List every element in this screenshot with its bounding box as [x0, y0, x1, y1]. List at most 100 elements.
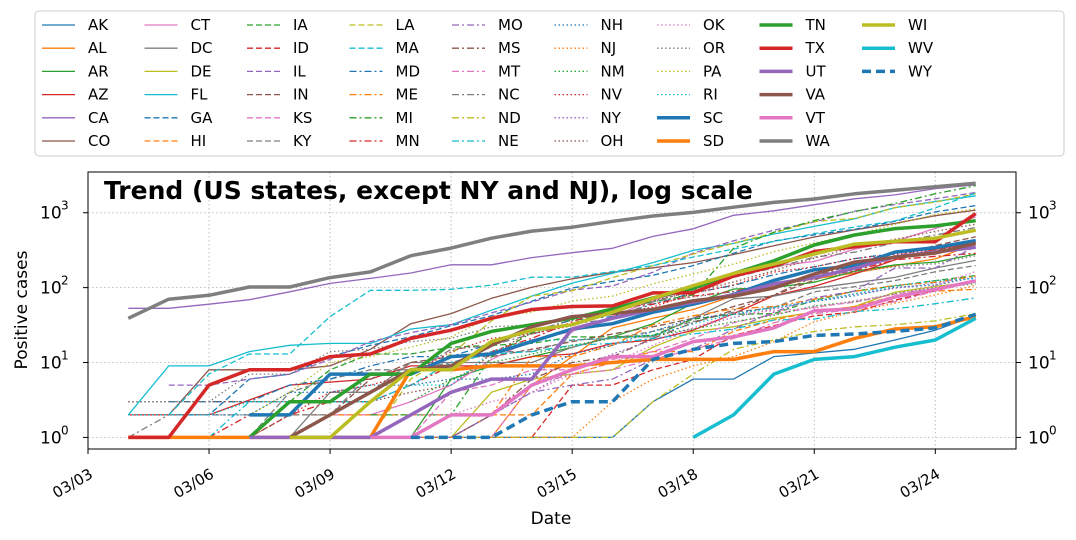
legend-label-ia: IA	[293, 16, 308, 34]
series-line-pa	[249, 208, 976, 416]
legend-label-ny: NY	[601, 109, 622, 127]
legend-label-mt: MT	[498, 62, 521, 80]
series-line-wy	[410, 312, 977, 440]
legend-label-wa: WA	[806, 132, 831, 150]
legend-label-wv: WV	[908, 39, 934, 57]
series-line-ak	[451, 315, 976, 439]
axes: 03/03 03/06 03/09 03/12 03/15 03/18 03/21 03/24…	[40, 199, 1057, 502]
legend-label-tx: TX	[805, 39, 825, 57]
legend-label-co: CO	[88, 132, 110, 150]
x-tick-label: 03/24	[897, 465, 943, 502]
legend-label-md: MD	[396, 62, 421, 80]
y-tick-label-left-exponent: 1	[61, 349, 69, 363]
legend-label-ct: CT	[191, 16, 211, 34]
series-line-nc	[127, 226, 976, 438]
y-axis-label: Positive cases	[12, 250, 32, 369]
legend-label-nm: NM	[601, 62, 625, 80]
x-tick-label: 03/18	[655, 465, 701, 502]
legend-label-ma: MA	[396, 39, 420, 57]
legend-label-la: LA	[396, 16, 416, 34]
legend-label-ks: KS	[293, 109, 312, 127]
legend-label-hi: HI	[191, 132, 207, 150]
y-tick-label-left-exponent: 0	[61, 423, 69, 437]
legend-label-al: AL	[88, 39, 107, 57]
chart-title: Trend (US states, except NY and NJ), log…	[104, 176, 753, 205]
y-tick-label-left: 10	[40, 279, 62, 299]
legend-label-mn: MN	[396, 132, 420, 150]
legend-label-dc: DC	[191, 39, 213, 57]
legend-label-wy: WY	[908, 62, 933, 80]
series-line-ky	[209, 264, 976, 439]
legend-frame	[34, 10, 1065, 157]
legend-label-id: ID	[293, 39, 309, 57]
series-lines	[127, 181, 977, 440]
series-line-tn	[248, 218, 976, 439]
series-line-wa	[127, 181, 976, 320]
y-tick-label-left-exponent: 2	[61, 274, 69, 288]
legend-label-sd: SD	[703, 132, 724, 150]
legend-label-ok: OK	[703, 16, 726, 34]
legend-label-pa: PA	[703, 62, 722, 80]
y-tick-label-left-exponent: 3	[61, 199, 69, 213]
y-tick-label-right: 10	[1028, 279, 1050, 299]
y-tick-label-right: 10	[1028, 354, 1050, 374]
x-tick-label: 03/15	[534, 465, 580, 502]
series-line-ga	[168, 204, 976, 416]
legend-label-az: AZ	[88, 86, 109, 104]
legend-label-mo: MO	[498, 16, 523, 34]
y-tick-label-right-exponent: 0	[1049, 423, 1057, 437]
y-tick-label-right-exponent: 2	[1049, 274, 1057, 288]
series-line-mn	[208, 252, 976, 438]
legend-label-il: IL	[293, 62, 306, 80]
legend: AK AL AR AZ CA CO CT DC DE FL GA HI IA ID IL IN KS KY LA MA…	[34, 10, 1065, 157]
x-tick-label: 03/03	[49, 465, 95, 502]
y-tick-label-left: 10	[40, 204, 62, 224]
series-line-wv	[692, 316, 977, 439]
series-line-oh	[128, 223, 976, 403]
legend-label-nv: NV	[601, 86, 623, 104]
plot-frame	[87, 171, 1017, 450]
legend-label-mi: MI	[396, 109, 413, 127]
x-tick-label: 03/21	[776, 465, 822, 502]
x-tick-label: 03/12	[413, 465, 459, 502]
y-tick-label-left: 10	[40, 428, 62, 448]
legend-label-oh: OH	[601, 132, 624, 150]
y-tick-label-right: 10	[1028, 428, 1050, 448]
legend-label-tn: TN	[805, 16, 826, 34]
legend-label-ar: AR	[88, 62, 109, 80]
legend-label-me: ME	[396, 86, 418, 104]
y-tick-label-right: 10	[1028, 204, 1050, 224]
legend-label-de: DE	[191, 62, 212, 80]
legend-label-nc: NC	[498, 86, 520, 104]
series-line-wi	[289, 228, 977, 440]
legend-label-ky: KY	[293, 132, 312, 150]
legend-label-ut: UT	[806, 62, 827, 80]
series-line-il	[168, 191, 976, 386]
legend-label-va: VA	[806, 86, 826, 104]
legend-label-ga: GA	[191, 109, 214, 127]
x-axis-label: Date	[531, 509, 572, 529]
legend-label-vt: VT	[806, 109, 826, 127]
legend-label-ne: NE	[498, 132, 519, 150]
y-tick-label-right-exponent: 1	[1049, 349, 1057, 363]
series-line-fl	[127, 195, 976, 416]
series-line-ut	[249, 245, 976, 440]
series-line-ma	[168, 192, 976, 416]
series-line-ia	[289, 274, 976, 403]
y-tick-label-left: 10	[40, 354, 62, 374]
legend-label-nj: NJ	[601, 39, 617, 57]
y-tick-label-right-exponent: 3	[1049, 199, 1057, 213]
legend-label-in: IN	[293, 86, 309, 104]
legend-label-fl: FL	[191, 86, 209, 104]
legend-label-ri: RI	[703, 86, 718, 104]
legend-label-or: OR	[703, 39, 725, 57]
series-line-id	[531, 280, 976, 438]
legend-label-nd: ND	[498, 109, 521, 127]
series-line-la	[330, 193, 976, 439]
legend-label-ak: AK	[88, 16, 109, 34]
x-tick-label: 03/06	[170, 465, 216, 502]
series-line-vt	[370, 279, 977, 440]
series-line-ca	[128, 184, 976, 309]
legend-label-sc: SC	[703, 109, 723, 127]
